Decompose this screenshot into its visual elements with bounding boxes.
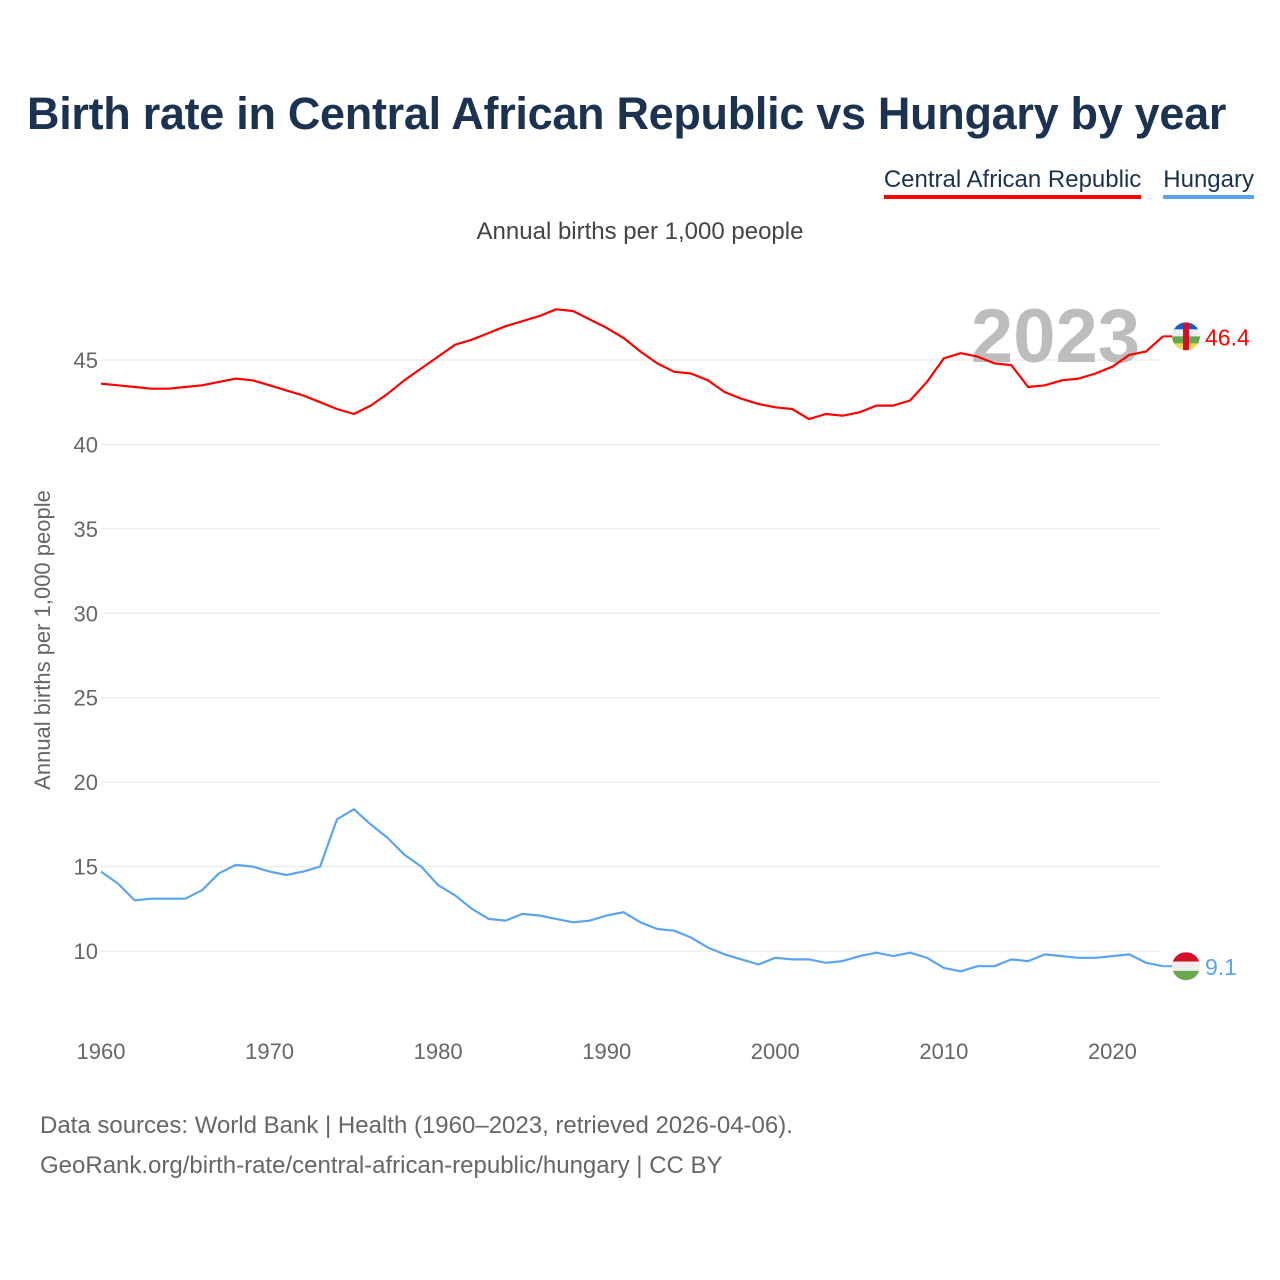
y-tick-label: 15 [74, 855, 98, 880]
end-value-label: 46.4 [1205, 324, 1250, 350]
x-tick-label: 2020 [1088, 1039, 1137, 1064]
y-tick-label: 35 [74, 517, 98, 542]
x-tick-label: 1960 [77, 1039, 126, 1064]
y-axis-label: Annual births per 1,000 people [30, 490, 55, 790]
y-tick-label: 10 [74, 939, 98, 964]
series-line-hungary [100, 808, 1164, 973]
x-tick-label: 1980 [414, 1039, 463, 1064]
end-value-label: 9.1 [1205, 954, 1237, 980]
y-tick-label: 40 [74, 432, 98, 457]
y-tick-label: 30 [74, 601, 98, 626]
flag-hungary-icon [1172, 952, 1200, 981]
series-line-central-african-republic [100, 308, 1164, 421]
source-link[interactable]: GeoRank.org/birth-rate/central-african-r… [40, 1152, 723, 1179]
x-tick-label: 1990 [582, 1039, 631, 1064]
x-tick-label: 2010 [919, 1039, 968, 1064]
y-tick-label: 25 [74, 686, 98, 711]
legend-item-hungary[interactable]: Hungary [1163, 166, 1254, 199]
x-tick-label: 1970 [245, 1039, 294, 1064]
legend: Central African Republic Hungary [883, 166, 1254, 199]
footer: Data sources: World Bank | Health (1960–… [40, 1106, 793, 1186]
chart-subtitle: Annual births per 1,000 people [476, 218, 804, 245]
data-source-note: Data sources: World Bank | Health (1960–… [40, 1112, 793, 1139]
y-tick-label: 20 [74, 770, 98, 795]
y-tick-label: 45 [74, 348, 98, 373]
x-tick-label: 2000 [751, 1039, 800, 1064]
legend-item-central-african-republic[interactable]: Central African Republic [883, 166, 1142, 199]
flag-central-african-republic-icon [1172, 322, 1200, 351]
chart-title: Birth rate in Central African Republic v… [27, 88, 1227, 139]
